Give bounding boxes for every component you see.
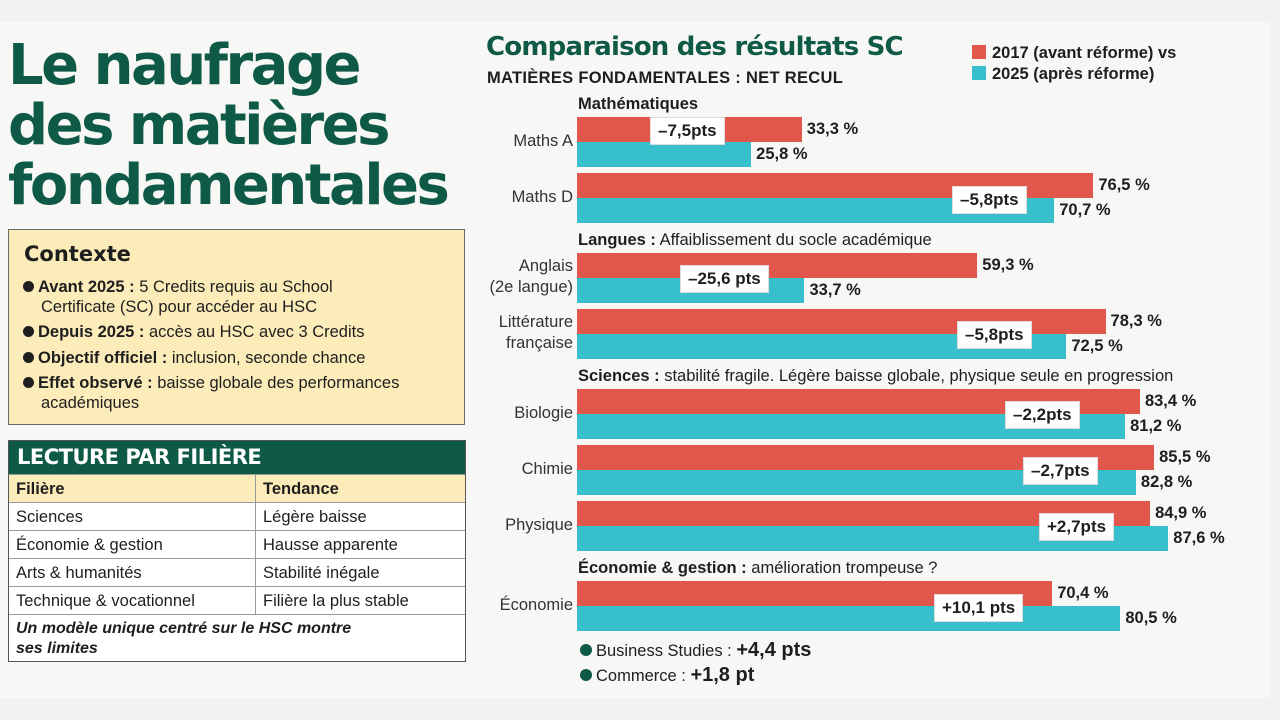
data-label-2025: 25,8 % xyxy=(756,145,808,163)
difference-label: +2,7pts xyxy=(1039,513,1115,541)
bullet-icon xyxy=(580,644,592,656)
category-label: Physique xyxy=(505,516,573,534)
section-header-sciences: Sciences : stabilité fragile. Légère bai… xyxy=(578,367,1174,385)
data-label-2017: 83,4 % xyxy=(1144,392,1197,410)
legend-swatch xyxy=(972,66,986,80)
page-title: Le naufrage des matières fondamentales xyxy=(8,36,478,216)
context-heading: Contexte xyxy=(24,242,131,266)
context-box: Contexte Avant 2025 : 5 Credits requis a… xyxy=(8,229,465,425)
data-label-2025: 70,7 % xyxy=(1059,201,1111,219)
context-item: Depuis 2025 : accès au HSC avec 3 Credit… xyxy=(23,322,448,342)
bar-2025 xyxy=(577,606,1121,631)
filiere-note: Un modèle unique centré sur le HSC montr… xyxy=(16,620,352,657)
legend-item-2025: 2025 (après réforme) xyxy=(972,65,1154,84)
bullet-icon xyxy=(23,281,34,292)
data-label-2017: 76,5 % xyxy=(1098,176,1150,194)
difference-label: +10,1 pts xyxy=(934,594,1024,622)
data-label-2017: 85,5 % xyxy=(1159,448,1211,466)
category-label: Biologie xyxy=(514,404,573,422)
chart-subtitle: MATIÈRES FONDAMENTALES : NET RECUL xyxy=(487,69,844,87)
title-line: Le naufrage xyxy=(8,33,362,98)
title-line: fondamentales xyxy=(8,153,450,218)
difference-label: –7,5pts xyxy=(650,117,725,145)
context-item: Objectif officiel : inclusion, seconde c… xyxy=(23,348,448,368)
category-label: Littérature française xyxy=(498,313,573,352)
data-label-2017: 84,9 % xyxy=(1155,504,1207,522)
legend-swatch xyxy=(972,45,986,59)
table-row: Économie & gestion Hausse apparente xyxy=(9,530,465,559)
data-label-2025: 87,6 % xyxy=(1173,529,1225,547)
table-row: Arts & humanités Stabilité inégale xyxy=(9,558,465,587)
section-header-maths: Mathématiques xyxy=(578,95,699,113)
bullet-icon xyxy=(580,669,592,681)
filiere-heading: LECTURE PAR FILIÈRE xyxy=(9,441,465,474)
legend-item-2017: 2017 (avant réforme) vs xyxy=(972,44,1176,63)
difference-label: –25,6 pts xyxy=(680,265,769,293)
bullet-icon xyxy=(23,377,34,388)
table-divider xyxy=(9,614,465,615)
chart-title: Comparaison des résultats SC xyxy=(486,32,904,62)
data-label-2017: 33,3 % xyxy=(806,120,859,138)
filiere-table: LECTURE PAR FILIÈRE Filière Tendance Sci… xyxy=(8,440,466,662)
category-label: Maths D xyxy=(511,188,573,206)
table-row: Technique & vocationnel Filière la plus s… xyxy=(9,586,465,615)
table-header-row: Filière Tendance xyxy=(9,474,465,503)
footnote-business: Business Studies : +4,4 pts xyxy=(580,639,811,662)
category-label: Maths A xyxy=(513,132,573,150)
data-label-2017: 70,4 % xyxy=(1057,584,1109,602)
context-item: Avant 2025 : 5 Credits requis au School … xyxy=(23,277,448,317)
data-label-2025: 80,5 % xyxy=(1125,609,1177,627)
title-line: des matières xyxy=(8,93,390,158)
category-label: Anglais (2e langue) xyxy=(489,257,573,296)
data-label-2025: 72,5 % xyxy=(1071,337,1123,355)
data-label-2025: 81,2 % xyxy=(1130,417,1182,435)
difference-label: –5,8pts xyxy=(957,321,1032,349)
bar-2025 xyxy=(577,142,752,167)
difference-label: –2,7pts xyxy=(1023,457,1098,485)
bullet-icon xyxy=(23,352,34,363)
section-header-langues: Langues : Affaiblissement du socle acadé… xyxy=(578,231,932,249)
col-header-filiere: Filière xyxy=(16,480,65,498)
context-item: Effet observé : baisse globale des perfo… xyxy=(23,373,448,413)
data-label-2025: 82,8 % xyxy=(1140,473,1193,491)
bar-2017 xyxy=(577,253,978,278)
table-row: Sciences Légère baisse xyxy=(9,502,465,531)
difference-label: –2,2pts xyxy=(1005,401,1080,429)
data-label-2017: 78,3 % xyxy=(1110,312,1162,330)
category-label: Économie xyxy=(499,596,573,614)
section-header-economie: Économie & gestion : amélioration trompe… xyxy=(578,559,938,577)
data-label-2017: 59,3 % xyxy=(982,256,1034,274)
bullet-icon xyxy=(23,326,34,337)
footnote-commerce: Commerce : +1,8 pt xyxy=(580,664,754,687)
difference-label: –5,8pts xyxy=(952,186,1027,214)
category-label: Chimie xyxy=(521,460,573,478)
data-label-2025: 33,7 % xyxy=(809,281,861,299)
col-header-tendance: Tendance xyxy=(263,480,339,498)
